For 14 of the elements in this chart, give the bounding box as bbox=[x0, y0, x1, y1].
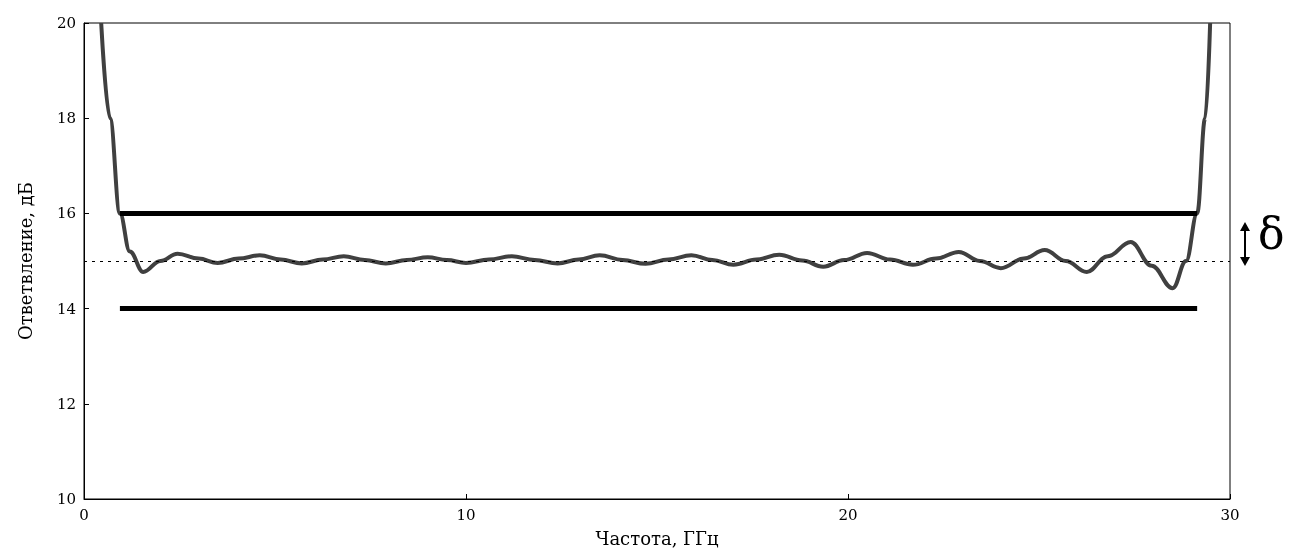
x-axis-title: Частота, ГГц bbox=[595, 527, 719, 549]
y-tick-label: 14 bbox=[56, 299, 76, 318]
x-tick-label: 30 bbox=[1220, 505, 1240, 524]
y-tick-label: 18 bbox=[56, 109, 76, 128]
y-tick-label: 10 bbox=[56, 490, 76, 508]
line-series bbox=[99, 21, 1213, 291]
x-tick-label: 10 bbox=[456, 505, 476, 524]
y-tick-label: 12 bbox=[56, 394, 76, 413]
y-tick-label: 20 bbox=[56, 14, 76, 32]
x-tick-label: 0 bbox=[79, 505, 89, 524]
x-tick-label: 20 bbox=[838, 505, 858, 524]
y-tick-label: 16 bbox=[56, 204, 76, 223]
text: δ bbox=[1258, 208, 1285, 259]
y-axis-title: Ответвление, дБ bbox=[14, 181, 36, 341]
